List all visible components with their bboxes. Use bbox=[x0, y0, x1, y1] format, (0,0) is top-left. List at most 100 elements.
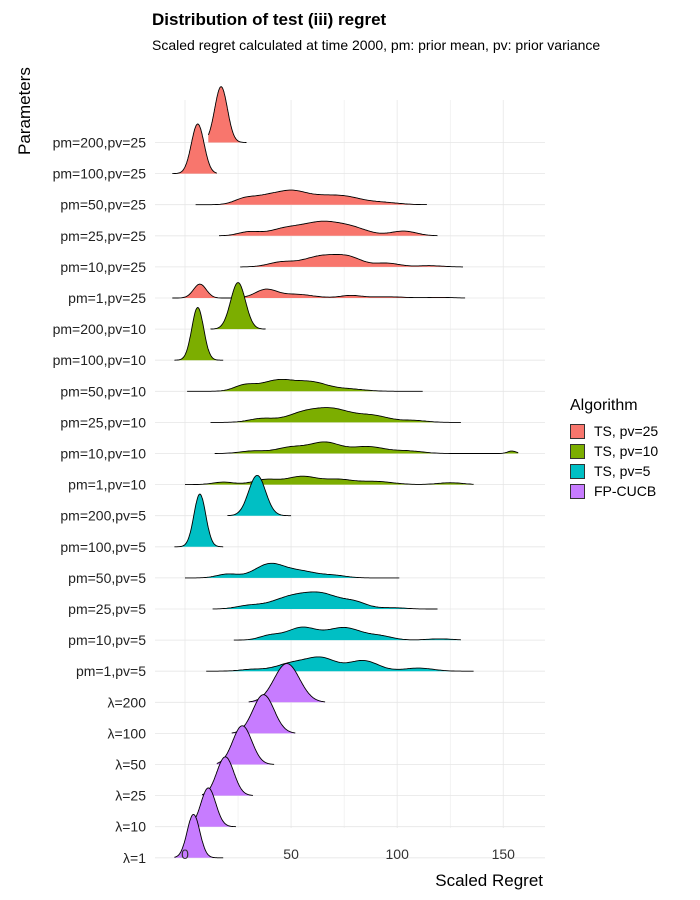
density-line bbox=[206, 656, 474, 672]
density-line bbox=[210, 407, 461, 423]
ridge-8 bbox=[174, 307, 224, 361]
ridge-17 bbox=[233, 626, 461, 641]
legend-swatch bbox=[570, 423, 585, 439]
density-line bbox=[210, 282, 266, 330]
density-fill bbox=[206, 656, 474, 672]
ridge-21 bbox=[216, 725, 275, 765]
density-line bbox=[216, 725, 275, 765]
y-tick-label: λ=50 bbox=[115, 757, 146, 773]
density-fill bbox=[208, 86, 247, 143]
x-tick-label: 50 bbox=[283, 846, 299, 862]
y-tick-label: pm=200,pv=5 bbox=[60, 508, 146, 524]
legend-swatch bbox=[570, 463, 585, 479]
ridge-23 bbox=[191, 787, 236, 828]
y-tick-label: λ=200 bbox=[107, 694, 146, 710]
density-line bbox=[201, 756, 253, 796]
density-line bbox=[240, 254, 463, 268]
y-tick-label: λ=1 bbox=[123, 850, 146, 866]
x-tick-label: 0 bbox=[181, 846, 189, 862]
y-tick-label: λ=100 bbox=[107, 725, 146, 741]
y-tick-label: pm=50,pv=5 bbox=[68, 570, 146, 586]
y-tick-label: pm=50,pv=25 bbox=[60, 197, 146, 213]
ridge-5 bbox=[240, 254, 463, 268]
density-fill bbox=[191, 788, 236, 827]
ridge-14 bbox=[174, 493, 224, 548]
density-fill bbox=[195, 190, 427, 205]
legend-label: TS, pv=10 bbox=[594, 443, 659, 459]
density-line bbox=[195, 189, 427, 206]
y-tick-label: λ=10 bbox=[115, 819, 146, 835]
legend-item-ts-pv25: TS, pv=25 bbox=[570, 421, 658, 441]
x-tick-label: 150 bbox=[492, 846, 516, 862]
y-axis-title: Parameters bbox=[15, 67, 34, 155]
density-fill bbox=[231, 694, 296, 734]
ridge-12 bbox=[185, 475, 474, 486]
density-line bbox=[212, 591, 438, 610]
legend-item-fp-cucb: FP-CUCB bbox=[570, 481, 658, 501]
legend-swatch bbox=[570, 443, 585, 459]
density-fill bbox=[212, 591, 438, 609]
y-tick-label: pm=200,pv=10 bbox=[53, 321, 147, 337]
y-tick-label: pm=200,pv=25 bbox=[53, 135, 147, 151]
y-tick-label: pm=100,pv=25 bbox=[53, 166, 147, 182]
y-tick-label: pm=100,pv=10 bbox=[53, 352, 147, 368]
y-tick-label: pm=10,pv=10 bbox=[60, 446, 146, 462]
x-axis-title: Scaled Regret bbox=[435, 871, 543, 890]
legend-title: Algorithm bbox=[570, 397, 638, 414]
density-line bbox=[185, 475, 474, 486]
y-tick-label: pm=100,pv=5 bbox=[60, 539, 146, 555]
legend: Algorithm TS, pv=25 TS, pv=10 TS, pv=5 F… bbox=[570, 397, 658, 501]
density-line bbox=[191, 787, 236, 828]
density-line bbox=[172, 283, 466, 299]
legend-label: FP-CUCB bbox=[594, 483, 657, 499]
density-fill bbox=[185, 476, 474, 485]
density-line bbox=[214, 441, 519, 454]
legend-label: TS, pv=25 bbox=[594, 423, 659, 439]
ridge-24 bbox=[174, 813, 224, 859]
density-fill bbox=[214, 441, 519, 454]
ridge-16 bbox=[212, 591, 438, 610]
y-tick-label: pm=25,pv=5 bbox=[68, 601, 146, 617]
x-tick-label: 100 bbox=[386, 846, 410, 862]
density-fill bbox=[233, 627, 461, 641]
density-fill bbox=[174, 307, 224, 361]
density-line bbox=[174, 813, 224, 859]
y-tick-label: pm=10,pv=5 bbox=[68, 632, 146, 648]
y-tick-label: pm=25,pv=25 bbox=[60, 228, 146, 244]
ridge-3 bbox=[195, 189, 427, 206]
chart-subtitle: Scaled regret calculated at time 2000, p… bbox=[152, 37, 601, 53]
ridge-15 bbox=[185, 562, 400, 579]
ridge-7 bbox=[210, 282, 266, 330]
legend-item-ts-pv5: TS, pv=5 bbox=[570, 461, 658, 481]
ridge-10 bbox=[210, 407, 461, 423]
legend-swatch bbox=[570, 483, 585, 499]
ridge-18 bbox=[206, 656, 474, 672]
density-fill bbox=[219, 221, 438, 236]
ridges bbox=[172, 86, 519, 859]
density-fill bbox=[216, 725, 275, 765]
y-tick-label: pm=1,pv=25 bbox=[68, 290, 146, 306]
density-line bbox=[185, 562, 400, 579]
density-fill bbox=[172, 284, 466, 298]
density-fill bbox=[248, 663, 326, 703]
y-tick-label: pm=10,pv=25 bbox=[60, 259, 146, 275]
ridge-2 bbox=[172, 123, 217, 175]
y-tick-label: pm=25,pv=10 bbox=[60, 414, 146, 430]
density-fill bbox=[187, 379, 423, 392]
y-tick-label: pm=50,pv=10 bbox=[60, 383, 146, 399]
density-line bbox=[174, 307, 224, 361]
legend-item-ts-pv10: TS, pv=10 bbox=[570, 441, 658, 461]
chart-title: Distribution of test (iii) regret bbox=[152, 10, 387, 29]
density-fill bbox=[174, 814, 224, 858]
density-fill bbox=[202, 756, 253, 796]
legend-label: TS, pv=5 bbox=[594, 463, 651, 479]
grid bbox=[155, 100, 545, 859]
density-fill bbox=[172, 124, 217, 174]
density-fill bbox=[174, 494, 224, 547]
density-line bbox=[172, 123, 217, 175]
density-fill bbox=[210, 282, 266, 330]
density-line bbox=[227, 474, 292, 517]
ridge-22 bbox=[201, 756, 253, 796]
density-line bbox=[174, 493, 224, 548]
